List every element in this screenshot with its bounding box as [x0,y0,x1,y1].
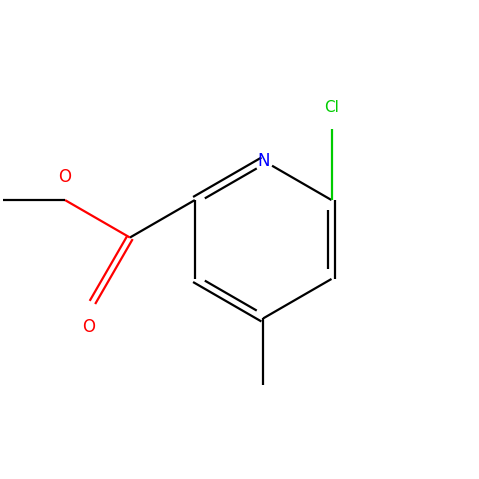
Text: O: O [82,318,95,336]
Text: O: O [58,168,71,186]
Text: Cl: Cl [324,100,339,115]
Text: N: N [257,151,269,170]
